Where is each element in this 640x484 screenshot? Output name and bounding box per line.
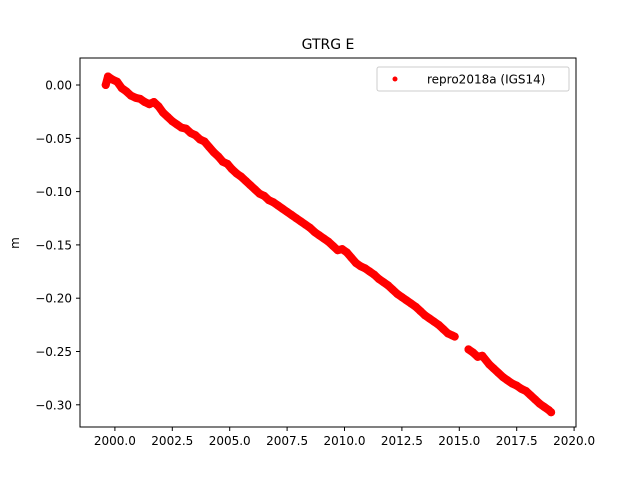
- x-tick-label: 2012.5: [381, 434, 423, 448]
- y-tick-label: 0.00: [45, 79, 72, 93]
- x-tick-label: 2005.0: [209, 434, 251, 448]
- plot-frame: [79, 57, 577, 428]
- y-tick-label: −0.10: [35, 185, 72, 199]
- data-point: [101, 81, 110, 89]
- data-point: [547, 408, 556, 417]
- x-tick-label: 2020.0: [553, 434, 595, 448]
- y-tick-label: −0.25: [35, 345, 72, 359]
- x-tick-label: 2010.0: [324, 434, 366, 448]
- data-point: [154, 102, 163, 111]
- data-point: [200, 137, 209, 146]
- data-point: [478, 351, 487, 360]
- data-marks: [101, 72, 556, 417]
- x-tick-label: 2002.5: [151, 434, 193, 448]
- data-point: [113, 77, 122, 86]
- legend-label: repro2018a (IGS14): [427, 73, 545, 87]
- y-tick-label: −0.15: [35, 238, 72, 252]
- data-point: [450, 332, 459, 341]
- legend-marker: [392, 76, 398, 82]
- data-point: [342, 248, 351, 257]
- data-point: [205, 142, 214, 151]
- y-axis-label: m: [8, 237, 22, 249]
- x-tick-label: 2007.5: [266, 434, 308, 448]
- data-point: [223, 159, 232, 168]
- x-tick-label: 2017.5: [496, 434, 538, 448]
- y-tick-label: −0.30: [35, 398, 72, 412]
- x-tick-label: 2000.0: [94, 434, 136, 448]
- y-axis: 0.00 −0.05 −0.10 −0.15 −0.20 −0.25 −0.30: [35, 79, 80, 412]
- chart-title: GTRG E: [302, 37, 355, 53]
- y-tick-label: −0.20: [35, 292, 72, 306]
- y-tick-label: −0.05: [35, 132, 72, 146]
- legend: repro2018a (IGS14): [376, 66, 570, 92]
- x-tick-label: 2015.0: [438, 434, 480, 448]
- data-point: [347, 253, 356, 262]
- x-axis: 2000.0 2002.5 2005.0 2007.5 2010.0 2012.5 2015…: [94, 427, 595, 448]
- data-point: [214, 152, 223, 161]
- legend-box: [376, 66, 570, 92]
